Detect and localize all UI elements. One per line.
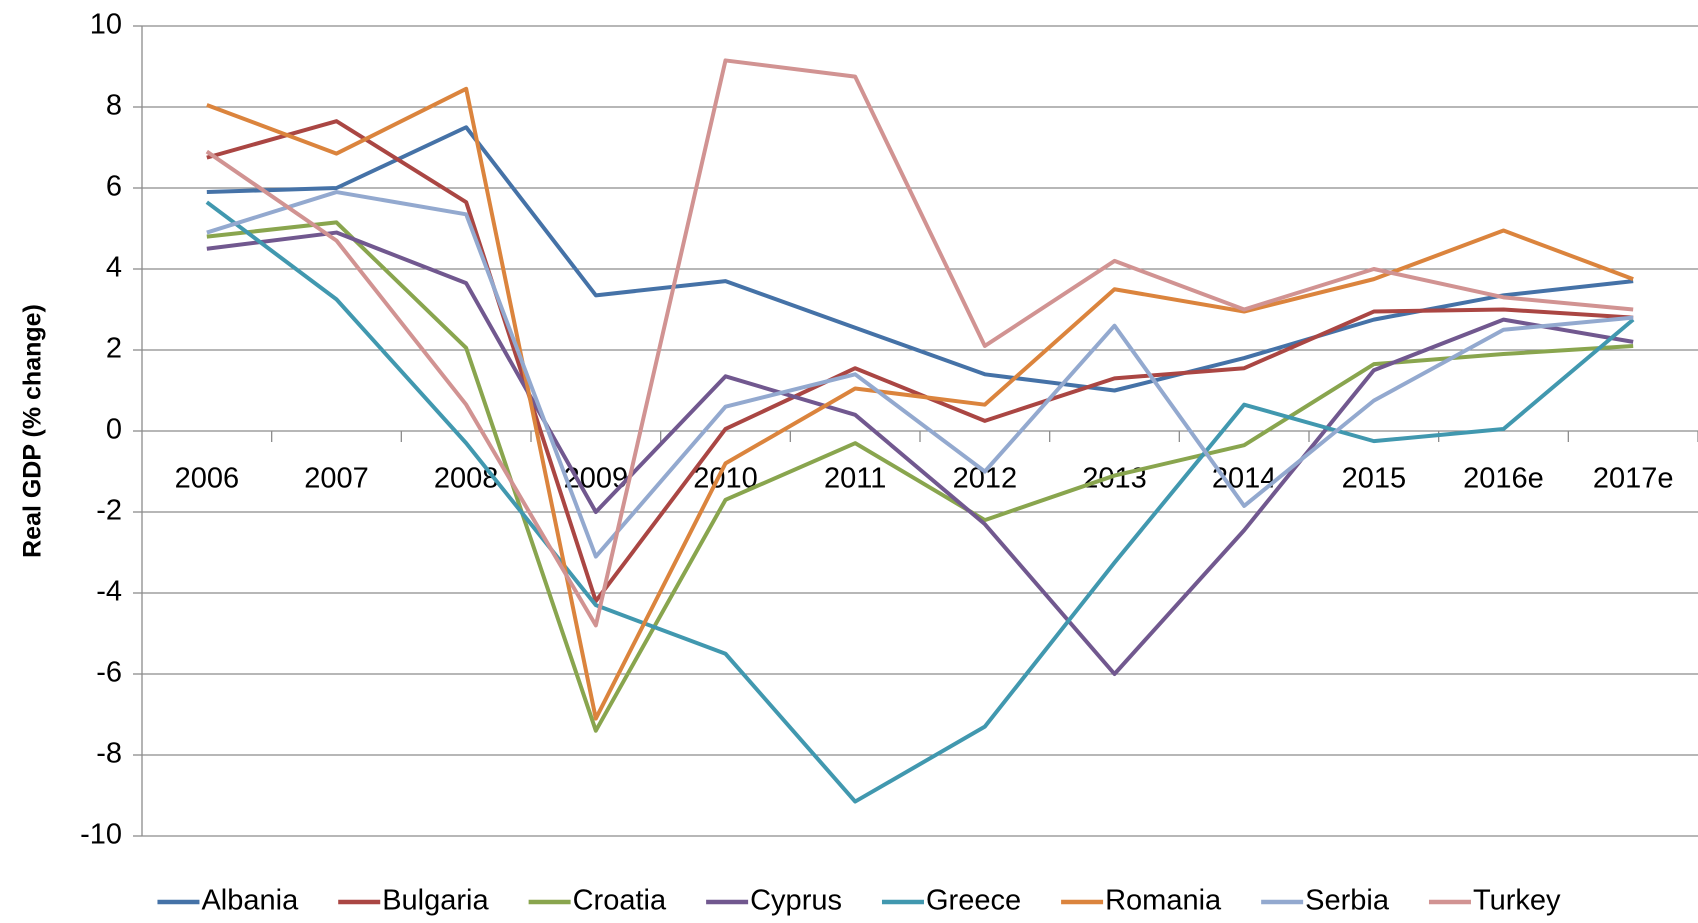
y-axis-label: Real GDP (% change) xyxy=(19,304,47,558)
legend: Albania Bulgaria Croatia Cyprus Greece Romani… xyxy=(157,885,1561,917)
series-line xyxy=(205,58,1634,628)
y-tick-label: 6 xyxy=(106,171,122,203)
y-tick-label: -10 xyxy=(80,819,122,851)
legend-label: Romania xyxy=(1105,885,1222,917)
x-tick-label: 2015 xyxy=(1342,463,1407,495)
y-tick-label: 0 xyxy=(106,414,122,446)
x-tick-label: 2011 xyxy=(824,463,886,495)
y-tick-label: -6 xyxy=(96,657,122,689)
series-line xyxy=(206,125,1634,393)
series-line xyxy=(206,230,1634,676)
x-tick-label: 2007 xyxy=(304,463,369,495)
series-line xyxy=(206,86,1634,721)
legend-label: Serbia xyxy=(1305,885,1390,917)
series-line xyxy=(206,220,1634,733)
legend-label: Turkey xyxy=(1473,885,1561,917)
legend-label: Cyprus xyxy=(750,885,842,917)
y-tick-label: 10 xyxy=(90,9,122,41)
x-tick-label: 2013 xyxy=(1082,463,1147,495)
x-tick-label: 2012 xyxy=(953,463,1018,495)
x-tick-label: 2008 xyxy=(434,463,499,495)
legend-label: Croatia xyxy=(573,885,667,917)
series-line xyxy=(206,119,1634,604)
y-tick-label: -2 xyxy=(96,495,122,527)
y-tick-label: 2 xyxy=(106,333,122,365)
legend-label: Albania xyxy=(201,885,299,917)
legend-label: Greece xyxy=(926,885,1021,917)
y-tick-label: 4 xyxy=(106,252,122,284)
y-tick-label: -8 xyxy=(96,738,122,770)
series-line xyxy=(205,200,1635,804)
y-tick-label: -4 xyxy=(96,576,122,608)
x-tick-label: 2006 xyxy=(175,463,240,495)
series-line xyxy=(206,190,1634,559)
x-tick-label: 2016e xyxy=(1463,463,1544,495)
legend-label: Bulgaria xyxy=(382,885,489,917)
x-tick-label: 2017e xyxy=(1593,463,1674,495)
y-tick-label: 8 xyxy=(106,90,122,122)
